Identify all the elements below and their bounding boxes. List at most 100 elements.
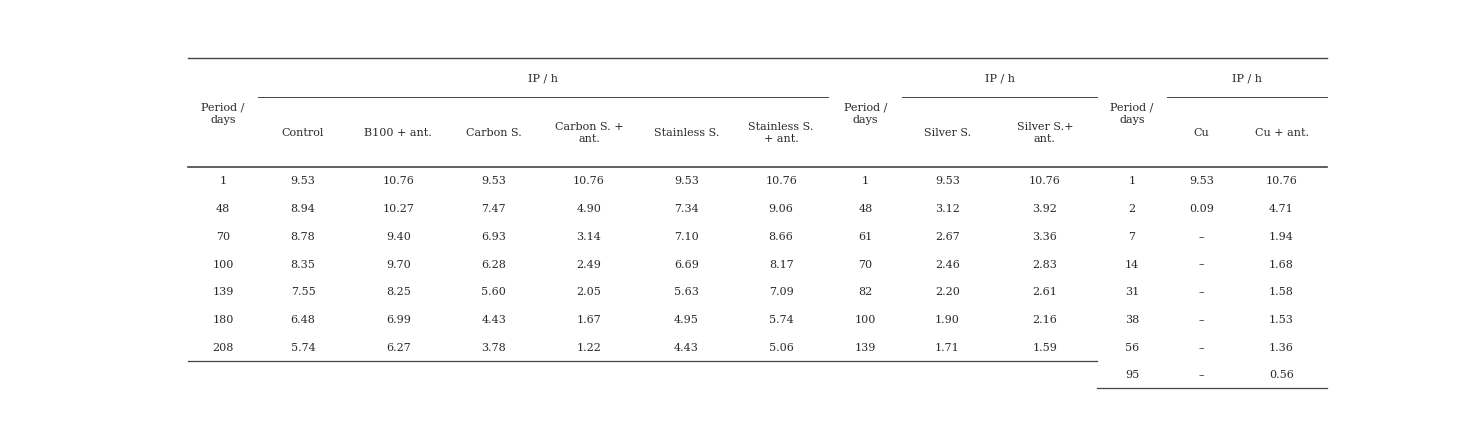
Text: 2.05: 2.05 — [576, 287, 602, 297]
Text: 6.48: 6.48 — [291, 314, 315, 324]
Text: 6.28: 6.28 — [482, 259, 505, 269]
Text: 1: 1 — [1128, 176, 1135, 186]
Text: 10.76: 10.76 — [573, 176, 605, 186]
Text: 9.53: 9.53 — [674, 176, 699, 186]
Text: Carbon S.: Carbon S. — [466, 127, 522, 138]
Text: 48: 48 — [216, 204, 231, 214]
Text: 7.47: 7.47 — [482, 204, 505, 214]
Text: 70: 70 — [216, 231, 231, 241]
Text: 180: 180 — [213, 314, 234, 324]
Text: Period /
days: Period / days — [201, 102, 245, 124]
Text: 2.16: 2.16 — [1033, 314, 1057, 324]
Text: Stainless S.: Stainless S. — [653, 127, 720, 138]
Text: 82: 82 — [859, 287, 872, 297]
Text: 48: 48 — [859, 204, 872, 214]
Text: Control: Control — [282, 127, 324, 138]
Text: 2.20: 2.20 — [936, 287, 959, 297]
Text: 9.53: 9.53 — [291, 176, 315, 186]
Text: 208: 208 — [213, 342, 234, 352]
Text: 31: 31 — [1125, 287, 1140, 297]
Text: 0.09: 0.09 — [1190, 204, 1213, 214]
Text: 7.34: 7.34 — [674, 204, 699, 214]
Text: 6.69: 6.69 — [674, 259, 699, 269]
Text: 3.78: 3.78 — [482, 342, 505, 352]
Text: Stainless S.
+ ant.: Stainless S. + ant. — [748, 122, 814, 143]
Text: 139: 139 — [213, 287, 234, 297]
Text: Silver S.: Silver S. — [924, 127, 971, 138]
Text: Silver S.+
ant.: Silver S.+ ant. — [1017, 122, 1073, 143]
Text: 5.63: 5.63 — [674, 287, 699, 297]
Text: 2.49: 2.49 — [576, 259, 602, 269]
Text: 14: 14 — [1125, 259, 1140, 269]
Text: 3.36: 3.36 — [1033, 231, 1057, 241]
Text: 100: 100 — [213, 259, 234, 269]
Text: 38: 38 — [1125, 314, 1140, 324]
Text: Period /
days: Period / days — [844, 102, 887, 124]
Text: 1.53: 1.53 — [1270, 314, 1293, 324]
Text: 1.68: 1.68 — [1270, 259, 1293, 269]
Text: 9.53: 9.53 — [1190, 176, 1213, 186]
Text: 5.74: 5.74 — [291, 342, 315, 352]
Text: –: – — [1199, 314, 1205, 324]
Text: 1.94: 1.94 — [1270, 231, 1293, 241]
Text: 8.17: 8.17 — [769, 259, 794, 269]
Text: 7: 7 — [1128, 231, 1135, 241]
Text: 61: 61 — [859, 231, 872, 241]
Text: 5.74: 5.74 — [769, 314, 794, 324]
Text: 6.27: 6.27 — [386, 342, 411, 352]
Text: 2.83: 2.83 — [1033, 259, 1057, 269]
Text: –: – — [1199, 231, 1205, 241]
Text: Period /
days: Period / days — [1110, 102, 1154, 124]
Text: 1.22: 1.22 — [576, 342, 602, 352]
Text: 5.06: 5.06 — [769, 342, 794, 352]
Text: 1.58: 1.58 — [1270, 287, 1293, 297]
Text: 1.59: 1.59 — [1033, 342, 1057, 352]
Text: 2: 2 — [1128, 204, 1135, 214]
Text: 4.71: 4.71 — [1270, 204, 1293, 214]
Text: B100 + ant.: B100 + ant. — [365, 127, 432, 138]
Text: 9.53: 9.53 — [482, 176, 505, 186]
Text: 6.93: 6.93 — [482, 231, 505, 241]
Text: 95: 95 — [1125, 370, 1140, 380]
Text: 10.76: 10.76 — [383, 176, 414, 186]
Text: 6.99: 6.99 — [386, 314, 411, 324]
Text: 8.66: 8.66 — [769, 231, 794, 241]
Text: 10.76: 10.76 — [766, 176, 797, 186]
Text: 7.10: 7.10 — [674, 231, 699, 241]
Text: 70: 70 — [859, 259, 872, 269]
Text: –: – — [1199, 287, 1205, 297]
Text: 1: 1 — [219, 176, 226, 186]
Text: 1.36: 1.36 — [1270, 342, 1293, 352]
Text: 4.43: 4.43 — [674, 342, 699, 352]
Text: 4.43: 4.43 — [482, 314, 505, 324]
Text: Cu: Cu — [1194, 127, 1209, 138]
Text: 100: 100 — [854, 314, 876, 324]
Text: 8.35: 8.35 — [291, 259, 315, 269]
Text: 10.76: 10.76 — [1265, 176, 1298, 186]
Text: 8.94: 8.94 — [291, 204, 315, 214]
Text: Carbon S. +
ant.: Carbon S. + ant. — [554, 122, 624, 143]
Text: 139: 139 — [854, 342, 876, 352]
Text: 10.76: 10.76 — [1029, 176, 1061, 186]
Text: 3.14: 3.14 — [576, 231, 602, 241]
Text: IP / h: IP / h — [984, 74, 1015, 84]
Text: 1.71: 1.71 — [936, 342, 959, 352]
Text: 4.90: 4.90 — [576, 204, 602, 214]
Text: –: – — [1199, 259, 1205, 269]
Text: 2.46: 2.46 — [936, 259, 959, 269]
Text: 4.95: 4.95 — [674, 314, 699, 324]
Text: 1.90: 1.90 — [936, 314, 959, 324]
Text: 9.40: 9.40 — [386, 231, 411, 241]
Text: 7.55: 7.55 — [291, 287, 315, 297]
Text: 0.56: 0.56 — [1270, 370, 1293, 380]
Text: 9.06: 9.06 — [769, 204, 794, 214]
Text: 9.53: 9.53 — [936, 176, 959, 186]
Text: 8.25: 8.25 — [386, 287, 411, 297]
Text: IP / h: IP / h — [1231, 74, 1262, 84]
Text: –: – — [1199, 370, 1205, 380]
Text: 3.92: 3.92 — [1033, 204, 1057, 214]
Text: IP / h: IP / h — [528, 74, 559, 84]
Text: 10.27: 10.27 — [383, 204, 414, 214]
Text: 8.78: 8.78 — [291, 231, 315, 241]
Text: 1: 1 — [862, 176, 869, 186]
